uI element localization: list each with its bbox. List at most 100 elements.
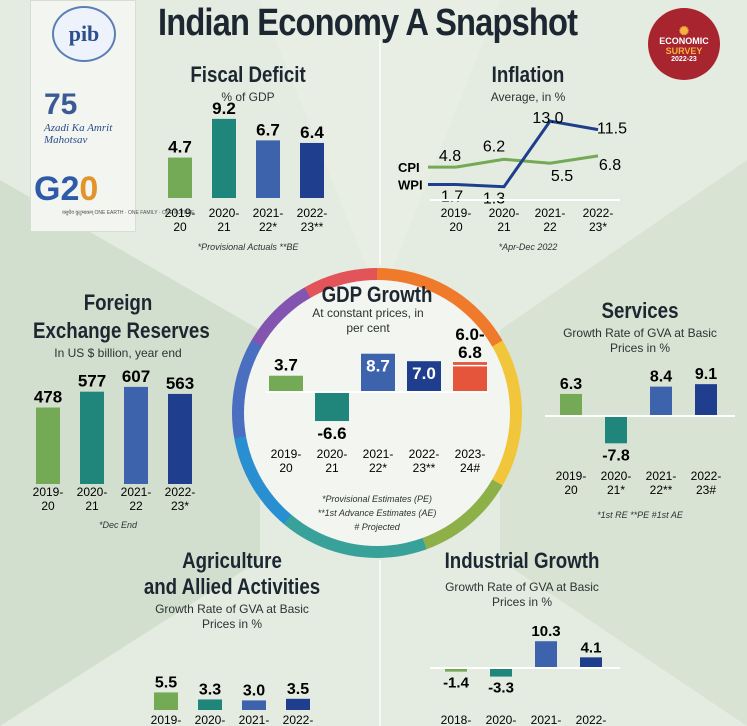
- fiscal-tick-label: 2021-: [253, 206, 284, 220]
- forex-tick-label: 2021-: [121, 485, 152, 499]
- g20-logo: G20: [34, 170, 99, 208]
- services-tick-label: 23#: [696, 483, 716, 497]
- agri-bar: [242, 700, 266, 710]
- gdp-tick-label: 23**: [413, 461, 436, 475]
- fiscal-deficit-chart: 4.7 2019-20 9.2 2020-21 6.7 2021-22* 6.4 2022-2…: [165, 100, 328, 234]
- forex-reserves-chart: 478 2019-20 577 2020-21 607 2021-22 563 2022-23…: [33, 367, 196, 513]
- inflation-tick-label: 2022-: [583, 206, 614, 220]
- inflation-note: *Apr-Dec 2022: [498, 242, 558, 252]
- gdp-tick-label: 2019-: [271, 447, 302, 461]
- fiscal-heading: Fiscal Deficit: [190, 62, 306, 87]
- agri-subtitle: Growth Rate of GVA at Basic Prices in %: [155, 602, 309, 631]
- inflation-tick-label: 21: [497, 220, 511, 234]
- agri-bar: [198, 699, 222, 710]
- inflation-tick-label: 2020-: [489, 206, 520, 220]
- agri-tick-label: 2020-: [195, 713, 226, 726]
- inflation-data-label: 13.0: [532, 110, 563, 127]
- inflation-data-label: 6.2: [483, 138, 505, 155]
- services-tick-label: 21*: [607, 483, 625, 497]
- agri-bar: [286, 698, 310, 710]
- industry-tick-label: 2022-: [576, 713, 607, 726]
- inflation-legend-label: WPI: [398, 177, 423, 192]
- services-data-label: 8.4: [650, 369, 672, 386]
- fiscal-tick-label: 2020-: [209, 206, 240, 220]
- industry-data-label: -1.4: [443, 675, 470, 692]
- azadi-text: Azadi Ka Amrit Mahotsav: [44, 122, 113, 146]
- fiscal-data-label: 6.4: [300, 123, 324, 142]
- forex-note: *Dec End: [98, 520, 138, 530]
- gdp-data-label: -6.6: [317, 424, 346, 443]
- fiscal-tick-label: 22*: [259, 220, 277, 234]
- agri-data-label: 5.5: [155, 674, 177, 691]
- services-tick-label: 2020-: [601, 469, 632, 483]
- inflation-subtitle: Average, in %: [490, 90, 566, 104]
- gdp-tick-label: 22*: [369, 461, 387, 475]
- forex-subtitle: In US $ billion, year end: [54, 346, 182, 360]
- forex-data-label: 478: [34, 388, 62, 407]
- gdp-tick-label: 2021-: [363, 447, 394, 461]
- inflation-cpi-line: [455, 154, 599, 169]
- forex-tick-label: 2022-: [165, 485, 196, 499]
- agri-data-label: 3.5: [287, 681, 309, 698]
- fiscal-bar: [300, 142, 324, 198]
- forex-tick-label: 22: [129, 499, 143, 513]
- forex-tick-label: 21: [85, 499, 99, 513]
- forex-tick-label: 23*: [171, 499, 189, 513]
- fiscal-data-label: 4.7: [168, 138, 192, 157]
- gdp-bar: [361, 353, 395, 392]
- forex-data-label: 563: [166, 374, 194, 393]
- azadi-ka-amrit-mahotsav-logo: 75 Azadi Ka Amrit Mahotsav: [44, 88, 124, 146]
- gdp-data-label: 8.7: [366, 357, 390, 376]
- gdp-subtitle: At constant prices, in per cent: [312, 306, 424, 335]
- fiscal-bar: [256, 140, 280, 198]
- industry-bar: [445, 668, 467, 672]
- industry-tick-label: 2021-: [531, 713, 562, 726]
- gdp-bar: [407, 361, 441, 392]
- inflation-tick-label: 2021-: [535, 206, 566, 220]
- forex-heading-line1: Foreign: [83, 290, 153, 315]
- inflation-wpi-line: [455, 119, 599, 189]
- services-bar: [560, 393, 582, 416]
- gdp-note-3: # Projected: [354, 522, 400, 532]
- inflation-data-label: 4.8: [439, 148, 461, 165]
- agri-tick-label: 2022-: [283, 713, 314, 726]
- industry-data-label: 10.3: [531, 623, 560, 640]
- services-bar: [605, 416, 627, 444]
- fiscal-subtitle: % of GDP: [221, 90, 275, 104]
- gdp-panel: [244, 280, 510, 546]
- agri-tick-label: 2021-: [239, 713, 270, 726]
- forex-data-label: 577: [78, 372, 106, 391]
- gdp-tick-label: 2022-: [409, 447, 440, 461]
- forex-bar: [80, 391, 104, 484]
- inflation-tick-label: 2019-: [441, 206, 472, 220]
- badge-emblem-icon: ✺: [678, 23, 690, 38]
- inflation-data-label: 5.5: [551, 168, 573, 185]
- gdp-data-label: 6.0-: [455, 325, 484, 344]
- forex-bar: [168, 393, 192, 484]
- pib-logo: pib: [52, 6, 116, 62]
- gdp-bar: [269, 375, 303, 392]
- fiscal-bar: [168, 157, 192, 198]
- inflation-tick-label: 23*: [589, 220, 607, 234]
- agri-bar: [154, 692, 178, 710]
- gdp-growth-chart: 3.7 2019-20 -6.6 2020-21 8.7 2021-22* 7.0 2022-…: [266, 325, 488, 475]
- gdp-bar: [453, 362, 487, 392]
- gdp-tick-label: 2020-: [317, 447, 348, 461]
- services-heading: Services: [601, 298, 679, 323]
- forex-tick-label: 20: [41, 499, 55, 513]
- agri-heading-line1: Agriculture: [182, 548, 282, 573]
- agri-tick-label: 2019-: [151, 713, 182, 726]
- forex-tick-label: 2019-: [33, 485, 64, 499]
- inflation-data-label: 6.8: [599, 157, 621, 174]
- services-tick-label: 2022-: [691, 469, 722, 483]
- fiscal-tick-label: 20: [173, 220, 187, 234]
- gdp-note-2: **1st Advance Estimates (AE): [317, 508, 437, 518]
- industry-bar: [580, 657, 602, 668]
- inflation-data-label: 11.5: [597, 121, 627, 138]
- industrial-growth-chart: -1.4 2018- -3.3 2020- 10.3 2021- 4.1 2022-: [430, 623, 620, 726]
- gdp-bar: [315, 392, 349, 422]
- gdp-tick-label: 24#: [460, 461, 480, 475]
- fiscal-note: *Provisional Actuals **BE: [197, 242, 299, 252]
- gdp-data-label: 3.7: [274, 356, 298, 375]
- inflation-legend-label: CPI: [398, 160, 420, 175]
